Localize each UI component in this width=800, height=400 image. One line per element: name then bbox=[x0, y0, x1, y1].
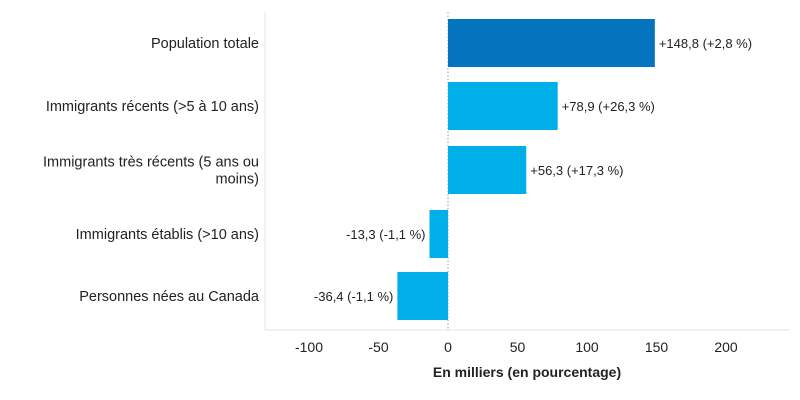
x-tick-label: 50 bbox=[510, 339, 526, 355]
bar bbox=[397, 272, 448, 320]
x-tick-labels: -100 -50 0 50 100 150 200 bbox=[295, 339, 738, 355]
data-label: +56,3 (+17,3 %) bbox=[530, 163, 623, 178]
bar bbox=[448, 82, 558, 130]
data-label: -13,3 (-1,1 %) bbox=[346, 227, 425, 242]
x-tick-label: 150 bbox=[645, 339, 669, 355]
bar bbox=[448, 19, 655, 67]
category-label: moins) bbox=[215, 172, 259, 188]
category-label: Personnes nées au Canada bbox=[79, 289, 260, 305]
data-label: +148,8 (+2,8 %) bbox=[659, 36, 752, 51]
x-tick-label: 100 bbox=[575, 339, 599, 355]
category-label: Immigrants très récents (5 ans ou bbox=[43, 155, 259, 171]
category-labels: Population totale Immigrants récents (>5 … bbox=[43, 36, 260, 305]
category-label: Population totale bbox=[151, 36, 259, 52]
x-tick-label: 200 bbox=[714, 339, 738, 355]
data-labels: +148,8 (+2,8 %) +78,9 (+26,3 %) +56,3 (+17… bbox=[314, 36, 752, 304]
data-label: -36,4 (-1,1 %) bbox=[314, 289, 393, 304]
bar bbox=[430, 210, 448, 258]
x-axis-title: En milliers (en pourcentage) bbox=[433, 364, 621, 380]
x-tick-label: 0 bbox=[444, 339, 452, 355]
bar bbox=[448, 146, 526, 194]
x-tick-label: -100 bbox=[295, 339, 323, 355]
category-label: Immigrants établis (>10 ans) bbox=[76, 227, 259, 243]
data-label: +78,9 (+26,3 %) bbox=[562, 99, 655, 114]
x-tick-label: -50 bbox=[368, 339, 388, 355]
category-label: Immigrants récents (>5 à 10 ans) bbox=[46, 99, 259, 115]
